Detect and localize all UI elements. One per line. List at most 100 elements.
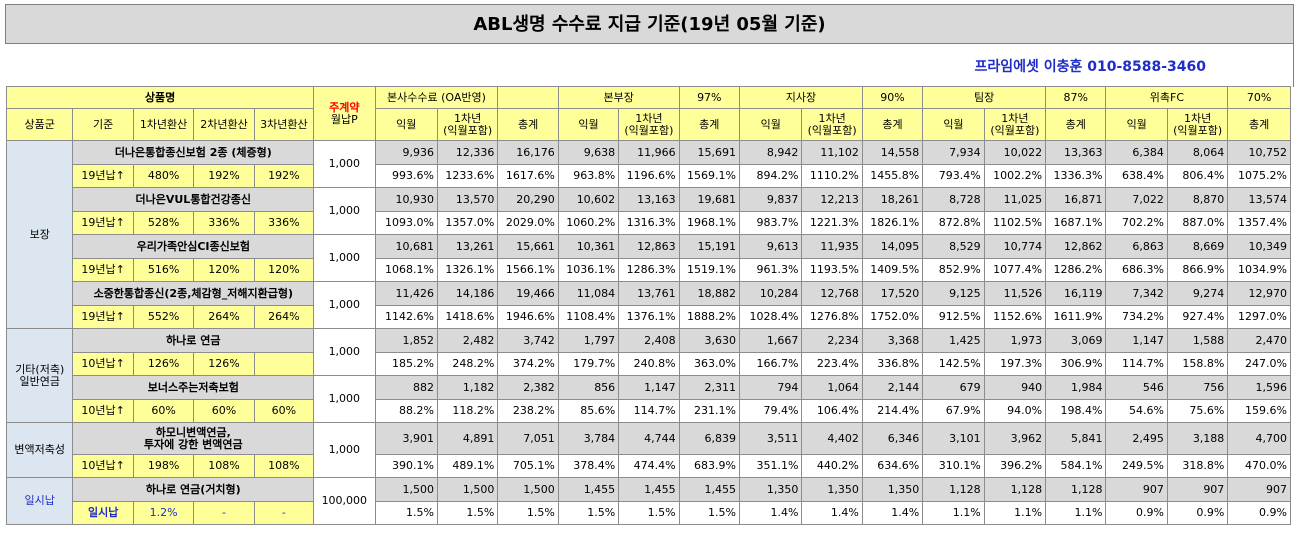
commission-amount: 12,336 — [436, 140, 499, 165]
commission-rate: 67.9% — [922, 399, 985, 423]
commission-rate: 318.8% — [1166, 454, 1229, 478]
header-row-1: 상품명 주계약 월납P 본사수수료 (OA반영) 본부장 97% 지사장 90%… — [5, 86, 1291, 141]
contact-info: 프라임에셋 이충훈 010-8588-3460 — [974, 59, 1206, 75]
commission-amount: 6,346 — [861, 422, 924, 455]
commission-amount: 14,186 — [436, 281, 499, 306]
commission-amount: 10,752 — [1227, 140, 1291, 165]
commission-rate: 142.5% — [922, 352, 985, 376]
header-group-2-pct: 90% — [861, 86, 924, 109]
commission-rate: 1193.5% — [801, 258, 863, 282]
commission-amount: 882 — [374, 375, 438, 400]
commission-amount: 9,837 — [738, 187, 803, 212]
header-group-4-pct: 70% — [1227, 86, 1291, 109]
commission-rate: 238.2% — [497, 399, 559, 423]
header-group-2: 지사장 — [739, 86, 863, 109]
commission-rate: 214.4% — [861, 399, 924, 423]
header-col-year1-b: (익월포함) — [990, 123, 1040, 137]
commission-rate: 1093.0% — [374, 211, 438, 235]
commission-rate: 1418.6% — [436, 305, 499, 329]
commission-rate: 114.7% — [1105, 352, 1168, 376]
commission-amount: 12,213 — [801, 187, 863, 212]
commission-rate: 198.4% — [1045, 399, 1107, 423]
commission-rate: 1455.8% — [861, 164, 924, 188]
commission-rate: 249.5% — [1105, 454, 1168, 478]
header-group-1: 본부장 — [557, 86, 680, 109]
commission-rate: 166.7% — [738, 352, 803, 376]
commission-rate: 1.5% — [497, 501, 559, 525]
commission-amount: 18,882 — [678, 281, 741, 306]
commission-amount: 18,261 — [861, 187, 924, 212]
commission-amount: 11,084 — [557, 281, 620, 306]
commission-amount: 1,350 — [801, 477, 863, 502]
commission-rate: 983.7% — [738, 211, 803, 235]
commission-rate: 1968.1% — [678, 211, 741, 235]
commission-rate: 1068.1% — [374, 258, 438, 282]
commission-amount: 19,681 — [678, 187, 741, 212]
commission-rate: 1297.0% — [1227, 305, 1291, 329]
commission-amount: 2,234 — [801, 328, 863, 353]
commission-amount: 4,700 — [1227, 422, 1291, 455]
commission-amount: 2,311 — [678, 375, 741, 400]
product-row: 보장 더나은통합종신보험 2종 (체증형) 1,000 9,936 12,336 16,1… — [5, 140, 1291, 329]
commission-rate: 1002.2% — [983, 164, 1047, 188]
header-y3-col: 3차년환산 — [253, 108, 315, 141]
commission-amount: 4,402 — [801, 422, 863, 455]
commission-amount: 13,261 — [436, 234, 499, 259]
commission-amount: 4,891 — [436, 422, 499, 455]
commission-amount: 7,051 — [497, 422, 559, 455]
commission-amount: 1,128 — [922, 477, 985, 502]
commission-rate: 1034.9% — [1227, 258, 1291, 282]
header-col-ikwol: 익월 — [922, 108, 985, 141]
commission-rate: 2029.0% — [497, 211, 559, 235]
commission-amount: 8,064 — [1166, 140, 1229, 165]
commission-amount: 9,638 — [557, 140, 620, 165]
commission-rate: 1.5% — [557, 501, 620, 525]
product-name: 더나은통합종신보험 2종 (체증형) — [72, 140, 315, 165]
header-col-total: 총계 — [861, 108, 924, 141]
commission-rate: 702.2% — [1105, 211, 1168, 235]
commission-rate: 440.2% — [801, 454, 863, 478]
commission-amount: 9,613 — [738, 234, 803, 259]
monthly-premium: 100,000 — [313, 477, 376, 525]
commission-rate: 374.2% — [497, 352, 559, 376]
header-y1-col: 1차년환산 — [132, 108, 195, 141]
header-col-ikwol: 익월 — [557, 108, 620, 141]
commission-rate: 963.8% — [557, 164, 620, 188]
commission-rate: 683.9% — [678, 454, 741, 478]
conversion-rate-y2: 120% — [193, 258, 255, 282]
commission-amount: 8,529 — [922, 234, 985, 259]
commission-amount: 10,602 — [557, 187, 620, 212]
commission-rate: 489.1% — [436, 454, 499, 478]
commission-amount: 15,691 — [678, 140, 741, 165]
commission-amount: 1,455 — [678, 477, 741, 502]
header-basis-col: 기준 — [72, 108, 134, 141]
product-rate-row: 19년납↑ 480% 192% 192% 993.6% 1233.6% 1617.6% 963… — [7, 164, 1291, 188]
commission-rate: 993.6% — [374, 164, 438, 188]
category-label: 일시납 — [24, 494, 55, 507]
payment-basis: 10년납↑ — [72, 399, 134, 423]
commission-rate: 1075.2% — [1227, 164, 1291, 188]
commission-rate: 1110.2% — [801, 164, 863, 188]
commission-amount: 1,455 — [557, 477, 620, 502]
product-rate-row: 10년납↑ 198% 108% 108% 390.1% 489.1% 705.1% 378.4… — [7, 454, 1291, 478]
payment-basis: 19년납↑ — [72, 305, 134, 329]
commission-amount: 11,025 — [983, 187, 1047, 212]
commission-rate: 734.2% — [1105, 305, 1168, 329]
conversion-rate-y3: - — [253, 501, 315, 525]
commission-amount: 4,744 — [618, 422, 680, 455]
commission-rate: 470.0% — [1227, 454, 1291, 478]
commission-amount: 19,466 — [497, 281, 559, 306]
payment-basis: 19년납↑ — [72, 164, 134, 188]
page-title: ABL생명 수수료 지급 기준(19년 05월 기준) — [5, 4, 1294, 44]
commission-rate: 106.4% — [801, 399, 863, 423]
conversion-rate-y1: 198% — [132, 454, 195, 478]
category-label: 변액저축성 — [14, 443, 66, 456]
commission-amount: 15,661 — [497, 234, 559, 259]
header-group-0-pct — [497, 86, 559, 109]
commission-amount: 1,500 — [497, 477, 559, 502]
commission-amount: 3,069 — [1045, 328, 1107, 353]
header-contract-label: 주계약 — [329, 100, 360, 114]
commission-rate: 1108.4% — [557, 305, 620, 329]
commission-amount: 1,973 — [983, 328, 1047, 353]
commission-rate: 686.3% — [1105, 258, 1168, 282]
